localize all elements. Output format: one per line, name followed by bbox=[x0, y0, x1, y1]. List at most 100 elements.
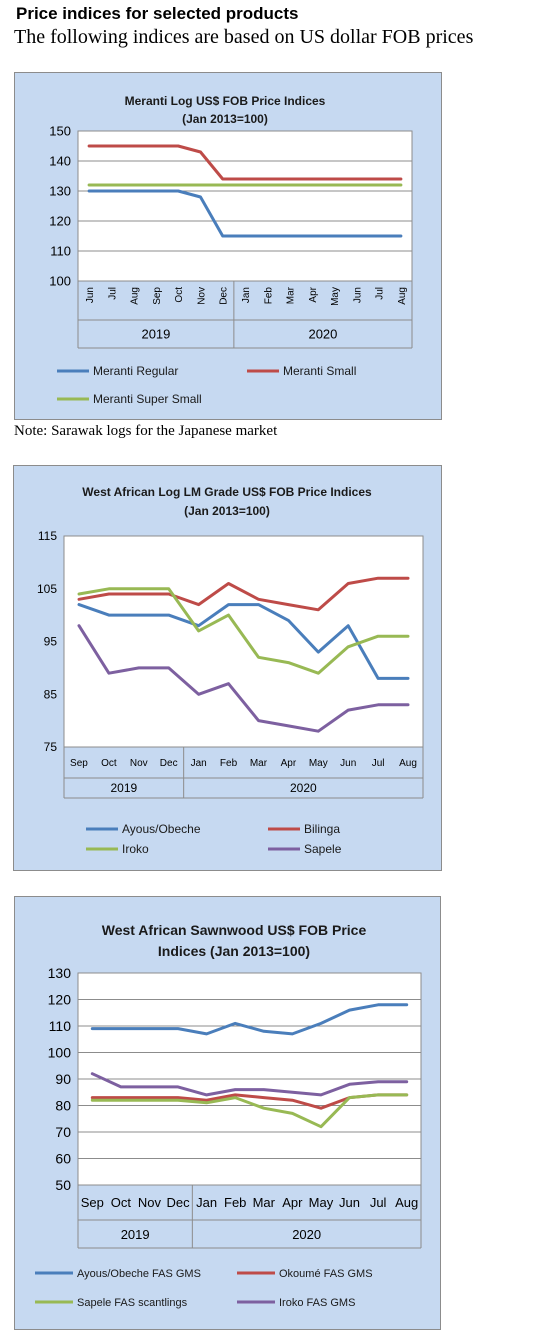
data-point bbox=[177, 184, 179, 186]
data-point bbox=[91, 1072, 94, 1075]
series-line bbox=[77, 624, 410, 733]
y-tick-label: 110 bbox=[50, 244, 71, 259]
x-tick-label: Mar bbox=[250, 758, 268, 769]
y-tick-label: 130 bbox=[48, 965, 72, 981]
x-tick-label: Jun bbox=[352, 287, 363, 303]
y-tick-label: 80 bbox=[55, 1097, 71, 1113]
data-point bbox=[317, 651, 320, 653]
x-tick-label: Jul bbox=[375, 287, 386, 300]
year-label: 2019 bbox=[121, 1227, 150, 1242]
data-point bbox=[227, 614, 230, 616]
legend-label: Sapele bbox=[304, 842, 342, 856]
plot-area bbox=[63, 535, 424, 748]
data-point bbox=[234, 1088, 237, 1091]
x-tick-label: Aug bbox=[395, 1195, 418, 1210]
west-african-log-chart-panel: West African Log LM Grade US$ FOB Price … bbox=[13, 465, 442, 871]
x-tick-label: Jul bbox=[107, 287, 118, 300]
data-point bbox=[266, 235, 269, 237]
data-point bbox=[199, 184, 202, 186]
data-point bbox=[108, 593, 110, 595]
data-point bbox=[137, 587, 140, 590]
y-tick-label: 70 bbox=[55, 1124, 71, 1140]
data-point bbox=[377, 235, 380, 237]
x-tick-label: Jun bbox=[85, 287, 96, 303]
year-label: 2020 bbox=[290, 781, 317, 795]
data-point bbox=[287, 603, 290, 606]
data-point bbox=[110, 184, 113, 186]
x-tick-label: Apr bbox=[281, 758, 297, 769]
data-point bbox=[88, 145, 90, 147]
chart-subtitle: Indices (Jan 2013=100) bbox=[158, 943, 310, 959]
data-point bbox=[262, 1088, 265, 1091]
data-point bbox=[266, 178, 269, 180]
legend-label: Meranti Small bbox=[283, 364, 356, 378]
data-point bbox=[311, 178, 313, 180]
x-tick-label: May bbox=[309, 1195, 334, 1210]
x-tick-label: Aug bbox=[130, 287, 141, 305]
data-point bbox=[311, 235, 313, 237]
x-tick-label: May bbox=[309, 758, 328, 769]
west-african-log-chart: West African Log LM Grade US$ FOB Price … bbox=[37, 485, 424, 856]
legend-label: Iroko FAS GMS bbox=[279, 1297, 355, 1309]
data-point bbox=[333, 184, 335, 186]
series-line bbox=[90, 1093, 409, 1129]
data-point bbox=[227, 582, 230, 585]
chart-subtitle: (Jan 2013=100) bbox=[182, 112, 268, 126]
x-tick-label: Nov bbox=[138, 1195, 162, 1210]
legend-label: Meranti Regular bbox=[93, 364, 178, 378]
data-point bbox=[120, 1027, 122, 1030]
data-point bbox=[347, 582, 350, 585]
x-tick-label: Feb bbox=[224, 1195, 246, 1210]
data-point bbox=[320, 1125, 322, 1128]
chart-note: Note: Sarawak logs for the Japanese mark… bbox=[14, 423, 278, 439]
data-point bbox=[262, 1030, 265, 1033]
data-point bbox=[377, 1080, 379, 1083]
data-point bbox=[205, 1033, 208, 1035]
data-point bbox=[148, 1086, 151, 1088]
data-point bbox=[347, 624, 350, 627]
data-point bbox=[91, 1027, 94, 1030]
data-point bbox=[257, 656, 260, 659]
data-point bbox=[137, 593, 140, 595]
data-point bbox=[132, 145, 135, 147]
x-tick-label: Aug bbox=[397, 287, 408, 305]
data-point bbox=[377, 677, 379, 680]
legend-label: Ayous/Obeche bbox=[122, 822, 201, 836]
data-point bbox=[234, 1022, 237, 1025]
data-point bbox=[288, 178, 291, 180]
x-tick-label: Jul bbox=[372, 758, 385, 769]
data-point bbox=[221, 184, 224, 186]
data-point bbox=[244, 178, 246, 180]
data-point bbox=[205, 1094, 208, 1096]
y-tick-label: 75 bbox=[44, 740, 58, 754]
data-point bbox=[355, 235, 358, 237]
data-point bbox=[205, 1102, 208, 1104]
data-point bbox=[137, 667, 140, 669]
data-point bbox=[244, 235, 246, 237]
data-point bbox=[155, 190, 157, 192]
data-point bbox=[167, 667, 170, 669]
data-point bbox=[407, 577, 409, 579]
data-point bbox=[177, 1027, 179, 1030]
year-label: 2020 bbox=[292, 1227, 321, 1242]
data-point bbox=[287, 619, 290, 622]
plot-area bbox=[77, 130, 413, 282]
data-point bbox=[317, 672, 320, 674]
x-tick-label: Dec bbox=[166, 1195, 190, 1210]
x-tick-label: Jul bbox=[370, 1195, 387, 1210]
data-point bbox=[197, 630, 200, 632]
y-tick-label: 90 bbox=[55, 1071, 71, 1087]
data-point bbox=[78, 624, 80, 627]
data-point bbox=[91, 1096, 94, 1099]
data-point bbox=[257, 603, 260, 606]
data-point bbox=[221, 178, 224, 180]
data-point bbox=[177, 1099, 179, 1101]
data-point bbox=[288, 235, 291, 237]
data-point bbox=[197, 624, 200, 627]
x-tick-label: Nov bbox=[130, 758, 148, 769]
data-point bbox=[377, 1004, 379, 1006]
data-point bbox=[197, 603, 200, 606]
data-point bbox=[199, 196, 202, 198]
legend-label: Sapele FAS scantlings bbox=[77, 1297, 188, 1309]
data-point bbox=[244, 184, 246, 186]
